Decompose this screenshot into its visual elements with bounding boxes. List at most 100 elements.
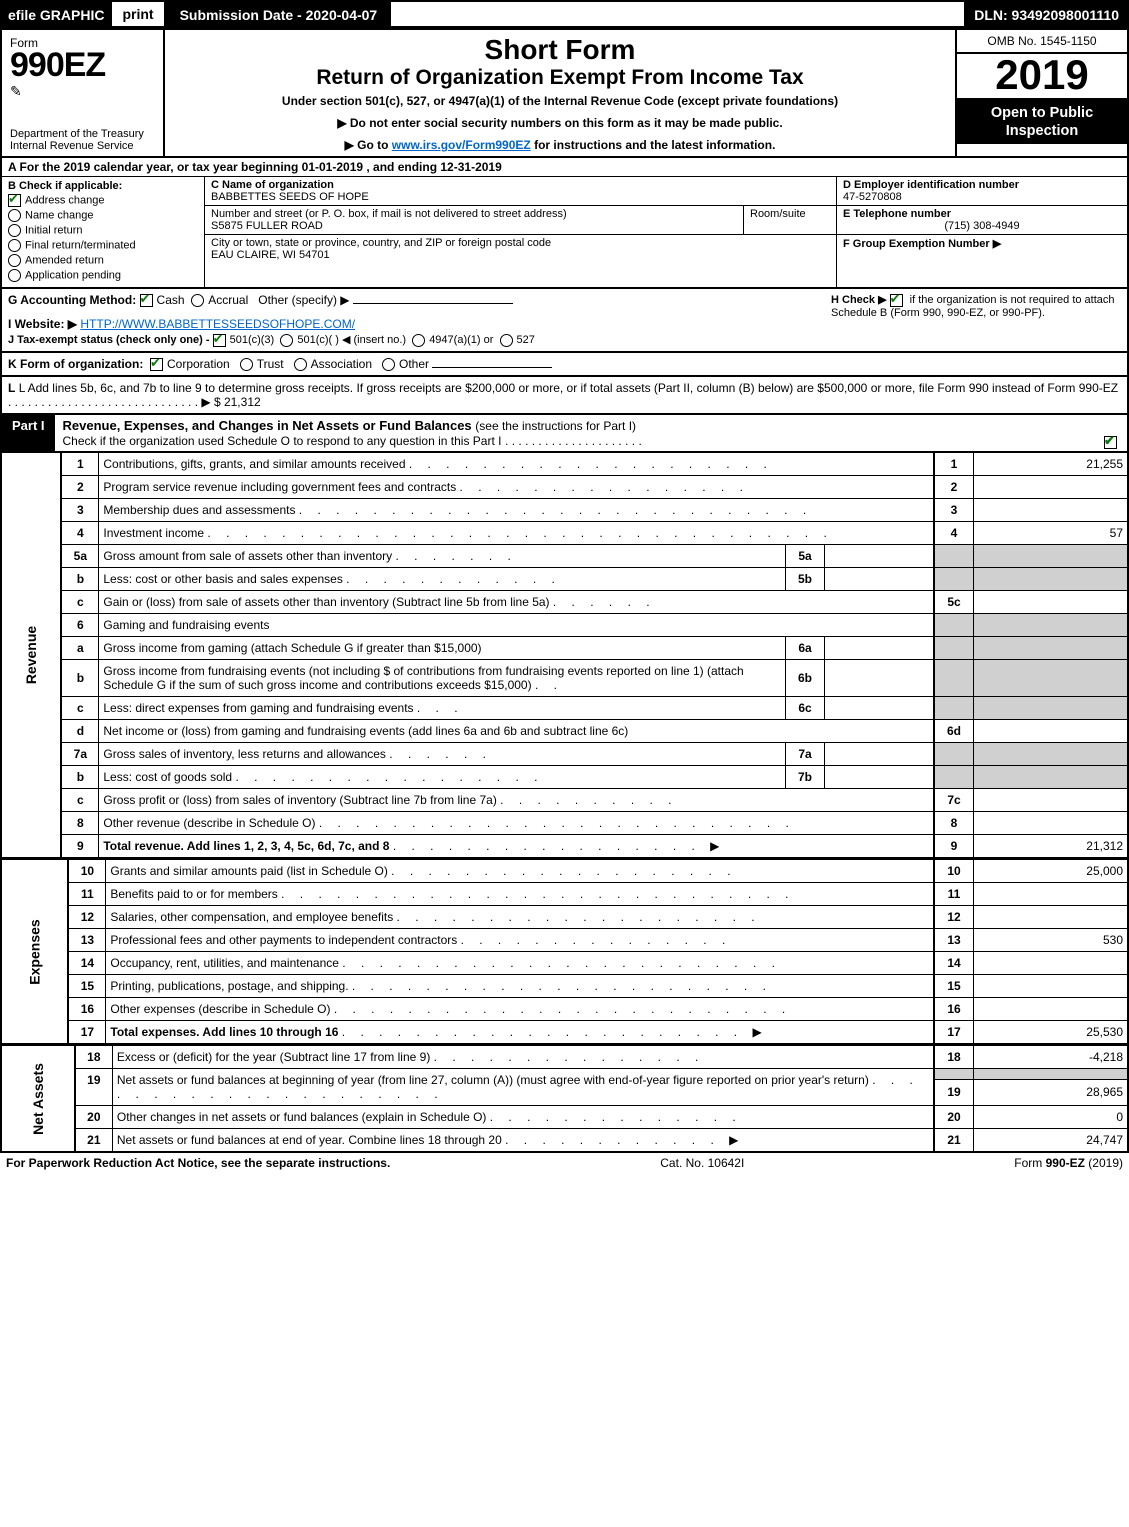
submission-date: Submission Date - 2020-04-07 (166, 2, 392, 28)
j-501c: 501(c)( ) ◀ (insert no.) (297, 334, 406, 346)
print-button[interactable]: print (112, 2, 165, 28)
warn-ssn: ▶ Do not enter social security numbers o… (173, 116, 947, 130)
k-corp-check[interactable] (150, 358, 163, 371)
table-row: 12 Salaries, other compensation, and emp… (1, 906, 1128, 929)
h-label: H Check ▶ (831, 294, 887, 306)
table-row: 4 Investment income . . . . . . . . . . … (1, 522, 1128, 545)
form-header: Form 990EZ ✎ Department of the Treasury … (0, 28, 1129, 158)
box-b: B Check if applicable: Address change Nam… (2, 177, 205, 287)
k-other: Other (399, 357, 429, 371)
org-name: BABBETTES SEEDS OF HOPE (211, 191, 369, 203)
net-assets-table: Net Assets 18 Excess or (deficit) for th… (0, 1044, 1129, 1153)
cash-checkbox[interactable] (140, 294, 153, 307)
side-label-expenses: Expenses (27, 919, 43, 984)
title-return: Return of Organization Exempt From Incom… (173, 66, 947, 90)
phone-value: (715) 308-4949 (843, 220, 1121, 232)
j-527-radio[interactable] (500, 334, 513, 347)
box-b-item[interactable]: Final return/terminated (8, 239, 198, 252)
k-assoc-radio[interactable] (294, 358, 307, 371)
g-label: G Accounting Method: (8, 293, 136, 307)
dept-treasury: Department of the Treasury (10, 128, 155, 140)
l-text: L Add lines 5b, 6c, and 7b to line 9 to … (19, 381, 1118, 395)
line-l: L L Add lines 5b, 6c, and 7b to line 9 t… (0, 377, 1129, 413)
part-i-label: Part I (2, 415, 55, 451)
line-a-text: A For the 2019 calendar year, or tax yea… (8, 160, 502, 174)
city-label: City or town, state or province, country… (211, 237, 551, 249)
footer-right: Form 990-EZ (2019) (1014, 1156, 1123, 1170)
table-row: 15 Printing, publications, postage, and … (1, 975, 1128, 998)
box-b-item[interactable]: Initial return (8, 224, 198, 237)
subtitle: Under section 501(c), 527, or 4947(a)(1)… (173, 94, 947, 108)
accrual-radio[interactable] (191, 294, 204, 307)
box-b-item[interactable]: Amended return (8, 254, 198, 267)
tax-year: 2019 (957, 54, 1127, 100)
table-row: 16 Other expenses (describe in Schedule … (1, 998, 1128, 1021)
k-other-radio[interactable] (382, 358, 395, 371)
part-i-sub: Check if the organization used Schedule … (63, 434, 502, 448)
table-row: 8 Other revenue (describe in Schedule O)… (1, 812, 1128, 835)
table-row: c Gross profit or (loss) from sales of i… (1, 789, 1128, 812)
table-row: a Gross income from gaming (attach Sched… (1, 637, 1128, 660)
h-checkbox[interactable] (890, 294, 903, 307)
box-b-title: B Check if applicable: (8, 180, 198, 192)
street-value: S5875 FULLER ROAD (211, 220, 323, 232)
j-label: J Tax-exempt status (check only one) - (8, 334, 210, 346)
part-i-checkbox[interactable] (1104, 436, 1117, 449)
j-501c3-check[interactable] (213, 334, 226, 347)
form-number: 990EZ (10, 50, 155, 81)
part-i-header: Part I Revenue, Expenses, and Changes in… (0, 413, 1129, 453)
j-4947-radio[interactable] (412, 334, 425, 347)
table-row: 11 Benefits paid to or for members . . .… (1, 883, 1128, 906)
part-i-title: Revenue, Expenses, and Changes in Net As… (63, 418, 472, 433)
j-527: 527 (517, 334, 535, 346)
table-row: d Net income or (loss) from gaming and f… (1, 720, 1128, 743)
table-row: c Less: direct expenses from gaming and … (1, 697, 1128, 720)
k-corp: Corporation (167, 357, 230, 371)
c-label: C Name of organization (211, 179, 334, 191)
l-dots: . . . . . . . . . . . . . . . . . . . . … (8, 395, 211, 409)
table-row: 17 Total expenses. Add lines 10 through … (1, 1021, 1128, 1044)
part-i-sub-dots: . . . . . . . . . . . . . . . . . . . . … (505, 434, 642, 448)
table-row: 5a Gross amount from sale of assets othe… (1, 545, 1128, 568)
line-a: A For the 2019 calendar year, or tax yea… (0, 158, 1129, 177)
box-def: D Employer identification number 47-5270… (837, 177, 1127, 287)
table-row: b Less: cost of goods sold . . . . . . .… (1, 766, 1128, 789)
website-link[interactable]: HTTP://WWW.BABBETTESSEEDSOFHOPE.COM/ (80, 317, 355, 331)
footer-cat: Cat. No. 10642I (660, 1156, 744, 1170)
top-bar: efile GRAPHIC print Submission Date - 20… (0, 0, 1129, 28)
l-value: $ 21,312 (214, 395, 261, 409)
footer-left: For Paperwork Reduction Act Notice, see … (6, 1156, 390, 1170)
k-pre: K Form of organization: (8, 357, 143, 371)
table-row: Expenses 10 Grants and similar amounts p… (1, 859, 1128, 883)
side-label-revenue: Revenue (23, 626, 39, 684)
street-label: Number and street (or P. O. box, if mail… (211, 208, 567, 220)
goto-post: for instructions and the latest informat… (534, 138, 775, 152)
table-row: 9 Total revenue. Add lines 1, 2, 3, 4, 5… (1, 835, 1128, 858)
j-501c-radio[interactable] (280, 334, 293, 347)
irs-link[interactable]: www.irs.gov/Form990EZ (392, 138, 531, 152)
expenses-table: Expenses 10 Grants and similar amounts p… (0, 858, 1129, 1044)
topbar-spacer (391, 2, 964, 28)
page-footer: For Paperwork Reduction Act Notice, see … (0, 1153, 1129, 1173)
efile-label: efile GRAPHIC (0, 2, 112, 28)
i-label: I Website: ▶ (8, 317, 77, 331)
table-row: 21 Net assets or fund balances at end of… (1, 1129, 1128, 1153)
table-row: 2 Program service revenue including gove… (1, 476, 1128, 499)
table-row: 3 Membership dues and assessments . . . … (1, 499, 1128, 522)
k-trust: Trust (257, 357, 284, 371)
box-b-item[interactable]: Name change (8, 209, 198, 222)
k-trust-radio[interactable] (240, 358, 253, 371)
table-row: c Gain or (loss) from sale of assets oth… (1, 591, 1128, 614)
table-row: Revenue 1 Contributions, gifts, grants, … (1, 453, 1128, 476)
table-row: 13 Professional fees and other payments … (1, 929, 1128, 952)
room-label: Room/suite (744, 206, 836, 234)
box-b-item[interactable]: Address change (8, 194, 198, 207)
box-b-item[interactable]: Application pending (8, 269, 198, 282)
goto-pre: ▶ Go to (345, 138, 392, 152)
section-bcd: B Check if applicable: Address change Nam… (0, 177, 1129, 289)
table-row: b Gross income from fundraising events (… (1, 660, 1128, 697)
title-short-form: Short Form (173, 34, 947, 66)
accrual-label: Accrual (208, 293, 248, 307)
table-row: Net Assets 18 Excess or (deficit) for th… (1, 1045, 1128, 1069)
table-row: 20 Other changes in net assets or fund b… (1, 1106, 1128, 1129)
